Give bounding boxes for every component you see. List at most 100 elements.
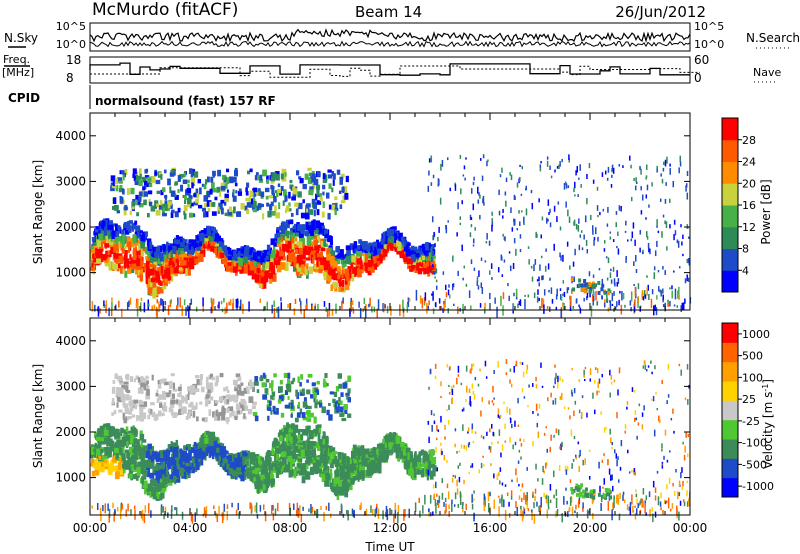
velocity-echo-cell (188, 447, 192, 455)
power-echo-cell (189, 204, 192, 209)
power-echo-cell (534, 259, 537, 265)
power-echo-cell (507, 282, 509, 287)
velocity-echo-cell (385, 452, 389, 462)
power-echo-cell (325, 307, 328, 312)
power-echo-cell (664, 159, 667, 167)
power-echo-cell (122, 188, 125, 195)
power-echo-cell (277, 237, 281, 246)
noise-left-tick-bottom: 10^0 (56, 38, 86, 51)
power-echo-cell (421, 298, 424, 309)
power-echo-cell (685, 185, 687, 192)
velocity-echo-cell (416, 457, 422, 466)
power-echo-cell (270, 256, 274, 263)
power-echo-cell (148, 190, 153, 195)
power-echo-cell (135, 298, 138, 308)
power-echo-cell (266, 301, 269, 311)
power-echo-cell (214, 233, 219, 240)
power-echo-cell (217, 169, 222, 177)
nave-tick-top: 60 (694, 53, 709, 67)
power-echo-cell (194, 255, 199, 260)
power-echo-cell (438, 179, 440, 186)
power-echo-cell (523, 222, 525, 226)
power-echo-cell (188, 256, 194, 265)
power-echo-cell (553, 243, 555, 251)
power-echo-cell (627, 239, 629, 242)
power-echo-cell (293, 259, 297, 266)
nave-tick-bottom: 0 (694, 71, 702, 85)
power-echo-cell (94, 229, 99, 233)
power-echo-cell (586, 248, 589, 254)
power-echo-cell (155, 253, 158, 261)
power-echo-cell (252, 193, 257, 197)
power-echo-cell (283, 230, 288, 238)
power-colorbar-label: Power [dB] (759, 179, 773, 244)
power-echo-cell (273, 308, 276, 319)
power-echo-cell (422, 255, 426, 261)
power-echo-cell (156, 190, 161, 194)
velocity-echo-cell (209, 433, 214, 440)
power-echo-cell (298, 176, 302, 180)
power-echo-cell (427, 185, 430, 192)
power-echo-cell (669, 163, 671, 167)
power-echo-cell (266, 251, 271, 256)
power-echo-cell (260, 191, 265, 198)
velocity-echo-cell (95, 444, 101, 450)
power-echo-cell (328, 204, 333, 210)
velocity-echo-cell (308, 450, 313, 455)
velocity-echo-cell (193, 463, 198, 472)
power-echo-cell (195, 306, 198, 312)
velocity-echo-cell (262, 484, 268, 491)
power-echo-cell (285, 221, 290, 228)
power-echo-cell (168, 203, 173, 209)
power-x-axis-ticks (89, 113, 691, 310)
velocity-echo-cell (321, 462, 324, 469)
power-echo-cell (571, 288, 573, 294)
power-echo-cell (494, 297, 496, 304)
power-echo-cell (635, 269, 638, 273)
power-echo-cell (346, 273, 350, 281)
power-echo-cell (291, 251, 296, 259)
power-echo-cell (601, 172, 604, 177)
velocity-echo-cell (331, 447, 336, 452)
power-echo-cell (435, 268, 438, 274)
power-echo-cell (319, 259, 325, 265)
power-echo-cell (226, 302, 228, 314)
power-echo-cell (392, 234, 398, 244)
velocity-echo-cell (400, 441, 405, 447)
velocity-echo-cell (187, 455, 191, 463)
power-echo-cell (204, 179, 208, 185)
power-echo-cell (657, 286, 660, 292)
velocity-echo-cell (317, 443, 321, 452)
power-echo-cell (686, 170, 689, 176)
power-echo-cell (327, 247, 332, 254)
velocity-echo-cell (136, 439, 140, 448)
power-echo-cell (424, 292, 427, 301)
power-echo-cell (610, 268, 612, 272)
power-echo-cell (339, 249, 344, 258)
power-echo-cell (432, 255, 436, 259)
power-echo-cell (665, 221, 668, 228)
velocity-echo-cell (288, 425, 293, 433)
power-echo-cell (398, 232, 403, 238)
freq-label-units: [MHz] (2, 66, 34, 79)
power-echo-cell (113, 245, 116, 253)
velocity-echo-cell (328, 474, 331, 481)
power-echo-cell (151, 305, 153, 311)
velocity-echo-cell (91, 458, 95, 464)
power-echo-cell (102, 232, 107, 240)
power-echo-cell (177, 207, 181, 213)
velocity-echo-cell (152, 466, 157, 474)
power-echo-cell (165, 276, 168, 283)
power-echo-cell (338, 190, 342, 194)
velocity-echo-cell (271, 467, 276, 473)
power-echo-cell (519, 176, 521, 182)
velocity-echo-cell (252, 460, 257, 465)
power-echo-cell (157, 251, 161, 256)
velocity-echo-cell (393, 449, 397, 453)
velocity-echo-cell (386, 443, 389, 450)
power-echo-cell (195, 198, 199, 204)
power-echo-cell (514, 218, 516, 226)
power-echo-cell (592, 229, 594, 235)
power-echo-cell (407, 302, 409, 306)
